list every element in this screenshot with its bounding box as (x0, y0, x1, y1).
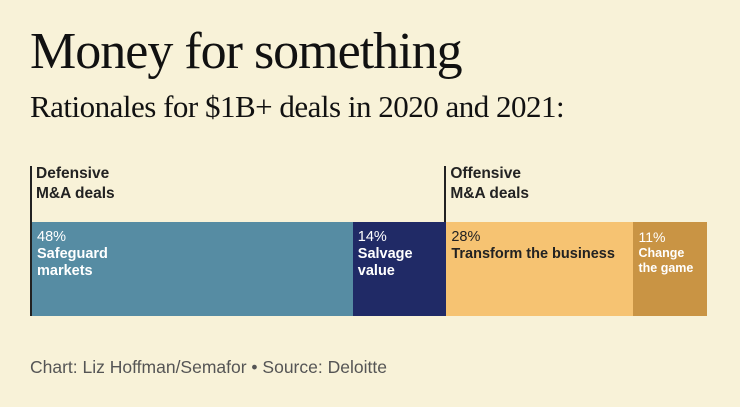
group-label-line: M&A deals (36, 185, 115, 202)
bar-segment-change-the-game: 11% Change the game (633, 222, 707, 316)
chart-title: Money for something (30, 23, 463, 80)
bar-segment-transform-the-business: 28% Transform the business (446, 222, 634, 316)
segment-value-label: 28% (451, 229, 481, 245)
chart-credit: Chart: Liz Hoffman/Semafor • Source: Del… (30, 357, 387, 377)
group-label-line: M&A deals (450, 185, 530, 202)
segment-category-label: the game (638, 261, 694, 275)
bar-segment-safeguard-markets: 48% Safeguard markets (32, 222, 353, 316)
segment-value-label: 11% (638, 229, 666, 245)
group-label-line: Offensive (450, 165, 521, 182)
group-label: Defensive M&A deals (36, 164, 115, 204)
chart-subtitle: Rationales for $1B+ deals in 2020 and 20… (30, 89, 565, 124)
stacked-bar: 48% Safeguard markets 14% Salvage value 28% Tra… (32, 222, 707, 316)
segment-category-label: markets (37, 263, 93, 279)
segment-category-label: Safeguard (37, 246, 108, 262)
segment-value-label: 48% (37, 229, 67, 245)
group-divider-line (30, 166, 32, 316)
segment-category-label: Change (638, 246, 685, 260)
segment-value-label: 14% (357, 229, 387, 245)
segment-category-label: Salvage (357, 246, 413, 262)
group-label: Offensive M&A deals (450, 164, 529, 204)
segment-category-label: Transform the business (451, 246, 615, 262)
group-label-line: Defensive (36, 165, 110, 182)
bar-segment-salvage-value: 14% Salvage value (352, 222, 447, 316)
segment-category-label: value (357, 263, 395, 279)
